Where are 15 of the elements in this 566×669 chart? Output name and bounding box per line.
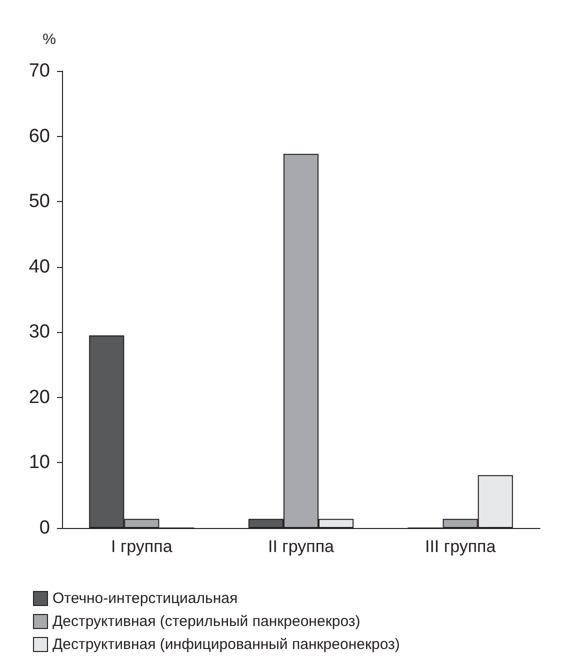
legend-label: Отечно-интерстициальная <box>52 590 238 607</box>
y-tick-label: 30 <box>28 322 50 343</box>
y-tick-label: 20 <box>28 386 50 408</box>
x-tick-label: III группа <box>424 537 496 556</box>
y-tick-label: 40 <box>28 256 50 278</box>
y-tick-label: 10 <box>28 452 50 474</box>
y-tick-label: 50 <box>28 191 50 212</box>
x-tick-label: I группа <box>111 537 173 556</box>
y-tick-label: 60 <box>28 126 50 147</box>
y-axis-title: % <box>42 31 56 48</box>
y-tick-label: 0 <box>39 518 50 538</box>
x-tick-label: II группа <box>268 537 335 556</box>
y-tick-label: 70 <box>28 60 50 82</box>
legend-label: Деструктивная (стерильный панкреонекроз) <box>52 613 360 630</box>
legend-label: Деструктивная (инфицированный панкреонекроз) <box>52 636 400 653</box>
